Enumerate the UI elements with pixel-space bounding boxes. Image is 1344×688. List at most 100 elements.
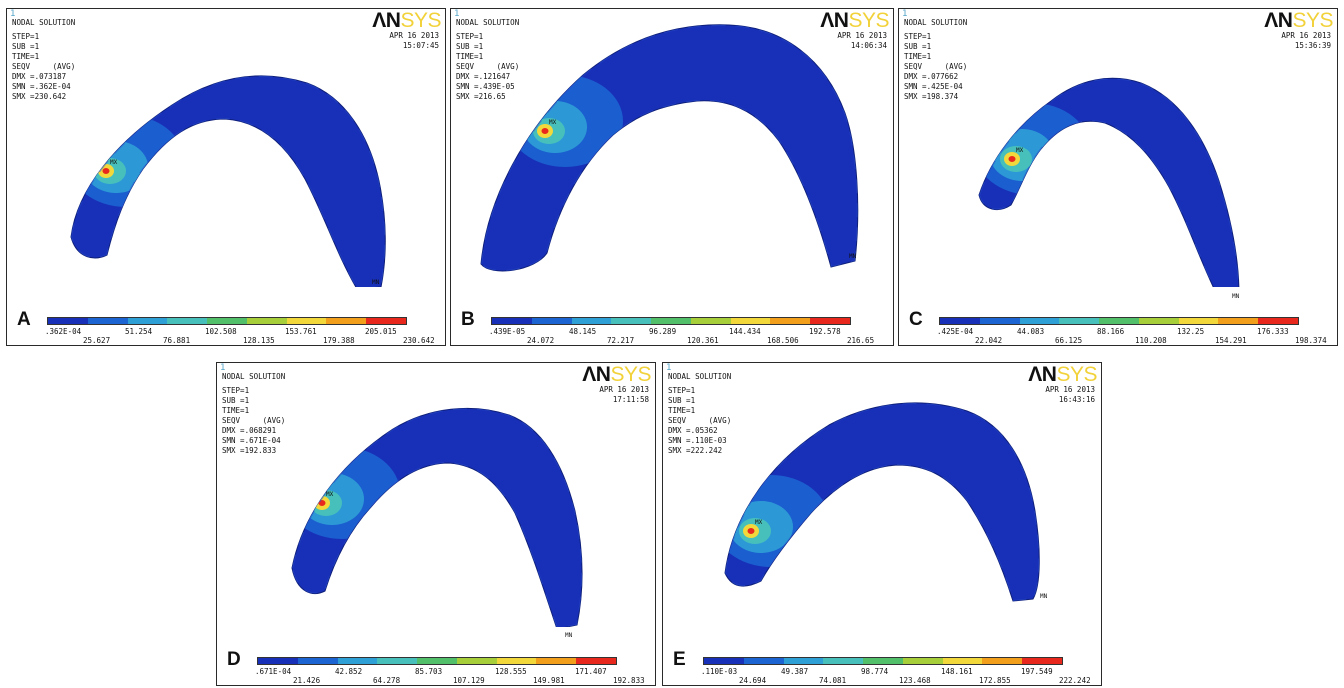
min-marker: MN xyxy=(372,279,380,286)
solution-line: SUB =1 xyxy=(456,42,484,51)
date-text: APR 16 2013 xyxy=(1045,385,1095,394)
solution-line: STEP=1 xyxy=(12,32,40,41)
legend-label: 176.333 xyxy=(1257,327,1289,336)
legend-swatch xyxy=(982,658,1023,664)
legend-label: 110.208 xyxy=(1135,336,1167,345)
legend-swatch xyxy=(326,318,367,324)
legend-label: 48.145 xyxy=(569,327,597,336)
date-text: APR 16 2013 xyxy=(837,31,887,40)
solution-line: SMN =.439E-05 xyxy=(456,82,515,91)
max-marker: MX xyxy=(1016,147,1024,154)
legend-label: 88.166 xyxy=(1097,327,1125,336)
window-index: 1 xyxy=(902,9,908,19)
legend-label: 25.627 xyxy=(83,336,111,345)
legend-swatch xyxy=(770,318,811,324)
legend-swatch xyxy=(286,318,327,324)
solution-line: TIME=1 xyxy=(456,52,484,61)
panel-d: 1 NODAL SOLUTION STEP=1 SUB =1 TIME=1 SEQV (A… xyxy=(216,362,656,686)
legend-label: 148.161 xyxy=(941,667,973,676)
legend-label: 98.774 xyxy=(861,667,889,676)
window-index: 1 xyxy=(454,9,460,19)
legend-label: 144.434 xyxy=(729,327,761,336)
ansys-logo: ΛNSYS xyxy=(582,363,651,387)
solution-info: NODAL SOLUTION STEP=1 SUB =1 TIME=1 SEQV (AV… xyxy=(12,18,75,102)
timestamp: APR 16 2013 17:11:58 xyxy=(599,385,649,405)
date-text: APR 16 2013 xyxy=(1281,31,1331,40)
min-marker: MN xyxy=(849,253,857,260)
timestamp: APR 16 2013 14:06:34 xyxy=(837,31,887,51)
contour-legend-bar xyxy=(257,657,617,665)
legend-swatch xyxy=(1218,318,1259,324)
logo-part-b: SYS xyxy=(1056,363,1097,386)
ansys-logo: ΛNSYS xyxy=(1028,363,1097,387)
legend-swatch xyxy=(863,658,903,664)
max-marker: MX xyxy=(549,119,557,126)
legend-label: 222.242 xyxy=(1059,676,1091,685)
legend-swatch xyxy=(297,658,338,664)
legend-swatch xyxy=(902,658,943,664)
ansys-logo: ΛNSYS xyxy=(1264,9,1333,33)
solution-info: NODAL SOLUTION STEP=1 SUB =1 TIME=1 SEQV (AV… xyxy=(456,18,519,102)
arch-model xyxy=(70,75,386,287)
legend-label: 44.083 xyxy=(1017,327,1045,336)
solution-line: SUB =1 xyxy=(904,42,932,51)
legend-swatch xyxy=(87,318,128,324)
max-marker: MX xyxy=(326,491,334,498)
solution-line: TIME=1 xyxy=(12,52,40,61)
legend-label: .671E-04 xyxy=(255,667,292,676)
legend-label: 21.426 xyxy=(293,676,321,685)
solution-line: TIME=1 xyxy=(904,52,932,61)
min-marker: MN xyxy=(565,632,573,639)
max-marker: MX xyxy=(755,519,763,526)
time-text: 17:11:58 xyxy=(612,395,649,404)
solution-line: STEP=1 xyxy=(668,386,696,395)
legend-label: 102.508 xyxy=(205,327,237,336)
panel-b: 1 NODAL SOLUTION STEP=1 SUB =1 TIME=1 SEQV (A… xyxy=(450,8,894,346)
logo-part-a: ΛN xyxy=(1264,9,1293,32)
logo-part-b: SYS xyxy=(1292,9,1333,32)
panel-letter: A xyxy=(17,309,31,330)
max-marker: MX xyxy=(110,159,118,166)
stress-peak xyxy=(541,128,549,134)
panel-e: 1 NODAL SOLUTION STEP=1 SUB =1 TIME=1 SEQV (A… xyxy=(662,362,1102,686)
contour-legend-bar xyxy=(47,317,407,325)
time-text: 15:07:45 xyxy=(402,41,439,50)
legend-swatch xyxy=(531,318,572,324)
legend-label: 85.703 xyxy=(415,667,443,676)
legend-label: 198.374 xyxy=(1295,336,1327,345)
solution-line: SMN =.671E-04 xyxy=(222,436,281,445)
legend-swatch xyxy=(942,658,983,664)
legend-label: 22.042 xyxy=(975,336,1003,345)
solution-line: STEP=1 xyxy=(904,32,932,41)
legend-swatch xyxy=(783,658,824,664)
contour-legend-bar xyxy=(939,317,1299,325)
legend-swatch xyxy=(1019,318,1060,324)
legend-swatch xyxy=(337,658,378,664)
legend-label: 123.468 xyxy=(899,676,931,685)
legend-swatch xyxy=(979,318,1020,324)
solution-line: SEQV (AVG) xyxy=(222,416,286,425)
solution-line: SEQV (AVG) xyxy=(904,62,968,71)
legend-label: 76.881 xyxy=(163,336,191,345)
stress-peak xyxy=(1008,156,1016,162)
solution-title: NODAL SOLUTION xyxy=(904,18,968,27)
solution-line: SMN =.362E-04 xyxy=(12,82,71,91)
logo-part-b: SYS xyxy=(848,9,889,32)
solution-line: SMN =.110E-03 xyxy=(668,436,727,445)
legend-swatch xyxy=(417,658,457,664)
legend-swatch xyxy=(1138,318,1179,324)
legend-swatch xyxy=(940,318,980,324)
legend-swatch xyxy=(571,318,612,324)
panel-letter: C xyxy=(909,309,923,330)
solution-line: DMX =.121647 xyxy=(456,72,511,81)
legend-label: 132.25 xyxy=(1177,327,1205,336)
window-index: 1 xyxy=(10,9,16,19)
legend-swatch xyxy=(536,658,577,664)
solution-line: SUB =1 xyxy=(12,42,40,51)
legend-label: 42.852 xyxy=(335,667,363,676)
legend-swatch xyxy=(1022,658,1063,664)
arch-model xyxy=(480,24,859,272)
contour-legend-bar xyxy=(703,657,1063,665)
solution-title: NODAL SOLUTION xyxy=(12,18,76,27)
legend-label: 168.506 xyxy=(767,336,799,345)
